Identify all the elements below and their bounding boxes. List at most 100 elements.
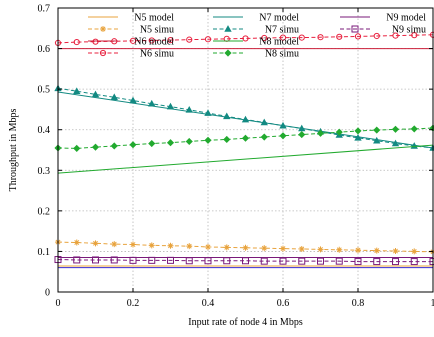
data-point xyxy=(111,241,118,248)
data-point xyxy=(91,143,100,151)
data-point xyxy=(298,245,305,252)
legend-entry: N6 model xyxy=(88,37,174,48)
data-point xyxy=(279,257,287,265)
x-tick-label: 0.8 xyxy=(352,298,365,309)
data-point xyxy=(392,248,399,255)
data-point xyxy=(73,256,81,264)
data-point xyxy=(280,245,286,252)
data-point xyxy=(261,245,268,252)
y-axis-title: Throughput in Mbps xyxy=(8,109,19,192)
legend-label: N9 model xyxy=(386,13,426,24)
data-point xyxy=(242,257,249,265)
data-point xyxy=(130,241,136,248)
data-point xyxy=(204,136,212,144)
series-line xyxy=(57,34,434,44)
legend-entry: N6 simu xyxy=(88,49,174,60)
data-point xyxy=(355,247,361,254)
legend-entry: N9 model xyxy=(340,13,426,24)
data-point xyxy=(317,246,324,253)
data-point xyxy=(391,139,400,147)
data-point xyxy=(185,137,193,146)
data-point xyxy=(373,258,381,266)
y-tick-label: 0.7 xyxy=(38,4,51,15)
y-tick-label: 0.3 xyxy=(38,166,51,177)
data-point xyxy=(110,142,118,150)
data-point xyxy=(73,239,80,246)
legend-label: N7 simu xyxy=(265,25,299,36)
data-point xyxy=(279,34,287,41)
data-point xyxy=(92,240,99,247)
data-point xyxy=(391,125,400,133)
data-point xyxy=(373,126,381,134)
series-n5-simu xyxy=(55,239,434,255)
y-tick-label: 0 xyxy=(45,288,50,299)
data-point xyxy=(411,248,418,255)
data-point xyxy=(392,32,399,39)
series-line xyxy=(57,144,434,174)
data-point xyxy=(129,37,137,44)
x-tick-label: 0.4 xyxy=(202,298,215,309)
data-point xyxy=(148,139,156,148)
data-point xyxy=(351,25,359,33)
data-point xyxy=(223,135,231,144)
legend-label: N6 simu xyxy=(140,49,174,60)
data-point xyxy=(99,49,107,57)
data-point xyxy=(242,35,249,42)
legend-label: N9 simu xyxy=(392,25,426,36)
data-point xyxy=(223,257,231,265)
legend-entry: N8 simu xyxy=(213,49,299,60)
y-tick-label: 0.1 xyxy=(38,247,51,258)
series-line xyxy=(57,259,433,263)
x-tick-label: 1 xyxy=(431,298,434,309)
data-point xyxy=(110,256,118,264)
data-point xyxy=(260,118,268,126)
plot-frame xyxy=(57,7,434,293)
data-point xyxy=(260,257,268,265)
data-point xyxy=(410,125,418,133)
x-tick-label: 0.6 xyxy=(277,298,290,309)
data-point xyxy=(186,243,193,250)
y-tick-label: 0.4 xyxy=(38,125,51,136)
series-n9-simu xyxy=(54,256,434,266)
series-line xyxy=(57,127,434,149)
data-point xyxy=(354,258,362,266)
data-point xyxy=(148,99,156,107)
data-point xyxy=(317,34,324,41)
series-layer xyxy=(54,31,434,269)
data-point xyxy=(298,257,306,265)
y-tick-label: 0.6 xyxy=(38,44,51,55)
data-point xyxy=(91,90,100,98)
data-point xyxy=(411,32,418,39)
data-point xyxy=(261,34,268,42)
legend-entry: N9 simu xyxy=(340,25,426,36)
data-point xyxy=(223,112,231,120)
data-point xyxy=(316,129,325,137)
legend-label: N7 model xyxy=(259,13,299,24)
data-point xyxy=(129,256,137,264)
data-point xyxy=(204,109,212,116)
data-point xyxy=(298,34,305,41)
data-point xyxy=(167,256,174,264)
data-point xyxy=(92,38,99,45)
data-point xyxy=(354,134,362,141)
data-point xyxy=(242,244,249,251)
data-point xyxy=(336,246,343,253)
legend-label: N5 simu xyxy=(140,25,174,36)
legend-label: N6 model xyxy=(134,37,174,48)
data-point xyxy=(373,247,380,254)
data-point xyxy=(241,115,250,123)
data-point xyxy=(354,127,362,135)
data-point xyxy=(335,128,343,136)
data-point xyxy=(224,49,232,57)
data-point xyxy=(129,96,137,104)
legend-entry: N5 simu xyxy=(88,25,174,36)
data-point xyxy=(354,33,362,40)
data-point xyxy=(373,32,380,40)
series-n8-simu xyxy=(54,124,434,152)
data-point xyxy=(260,133,268,141)
data-point xyxy=(166,139,175,147)
data-point xyxy=(73,38,80,46)
legend-entry: N8 model xyxy=(213,37,299,48)
data-point xyxy=(167,36,174,44)
